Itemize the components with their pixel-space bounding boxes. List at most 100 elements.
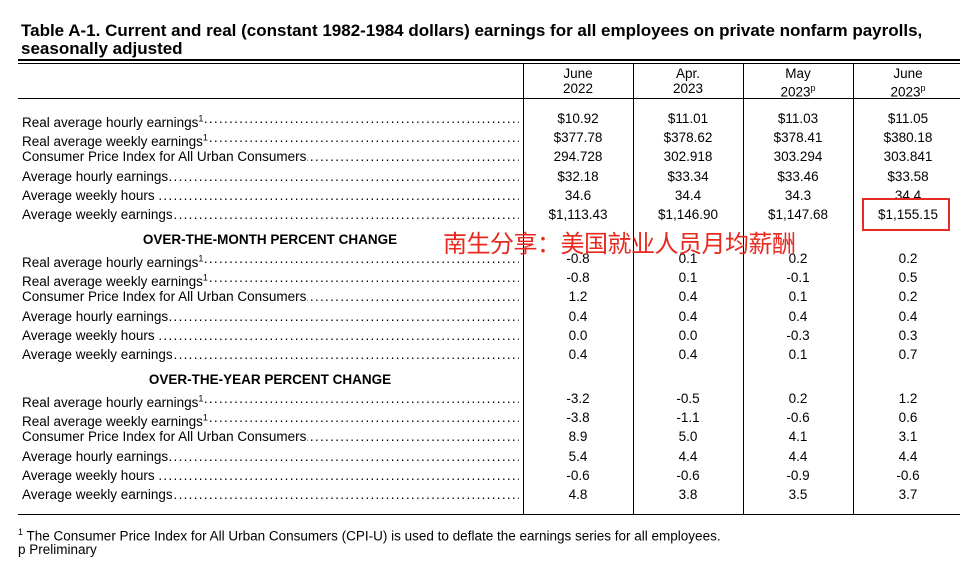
row-label: Consumer Price Index for All Urban Consu…	[22, 148, 519, 165]
section-heading-year: OVER-THE-YEAR PERCENT CHANGE	[148, 372, 392, 387]
table-cell: 3.5	[788, 487, 808, 502]
table-cell: 0.4	[898, 308, 918, 324]
table-cell: 0.1	[788, 289, 808, 305]
row-label: Real average weekly earnings1	[22, 129, 519, 150]
table-cell: 302.918	[663, 149, 713, 165]
row-label: Real average weekly earnings1	[22, 409, 519, 430]
table-cell: $33.34	[667, 168, 709, 184]
column-month: May	[785, 66, 811, 81]
preliminary-note: p Preliminary	[18, 542, 97, 557]
row-label-value: Average hourly earnings	[22, 448, 169, 464]
table-cell: $378.62	[663, 130, 713, 146]
row-label-text: Average hourly earnings	[22, 448, 170, 464]
table-cell: 0.4	[788, 308, 808, 324]
table-cell: -0.8	[566, 251, 590, 266]
table-cell: -0.6	[896, 467, 920, 483]
table-cell: -0.8	[566, 270, 590, 286]
column-year: 2023	[638, 81, 738, 96]
table-cell: 0.1	[678, 270, 698, 286]
table-cell: $33.58	[887, 168, 929, 184]
footnote-ref: 1	[202, 412, 208, 423]
row-label-value: Average weekly earnings	[22, 207, 173, 222]
column-year: 2022	[528, 81, 628, 96]
table-cell: 3.8	[678, 487, 698, 502]
table-cell: 3.1	[898, 429, 918, 445]
row-label: Real average hourly earnings1	[22, 250, 519, 271]
column-year-value: 2023	[672, 81, 704, 96]
table-cell: 8.9	[568, 429, 588, 445]
table-cell: -0.6	[676, 467, 700, 483]
footnote-text: The Consumer Price Index for All Urban C…	[23, 528, 721, 544]
section-heading-month: OVER-THE-MONTH PERCENT CHANGE	[142, 232, 398, 247]
table-cell: 4.4	[898, 448, 918, 464]
table-cell: -0.1	[786, 270, 810, 286]
table-cell: 0.2	[788, 391, 808, 406]
table-cell: $11.05	[887, 111, 929, 126]
table-cell: $1,155.15	[877, 207, 939, 222]
row-label-text: Average weekly hours	[22, 187, 156, 203]
row-label-value: Real average weekly earnings	[22, 273, 203, 289]
table-cell: 0.4	[678, 289, 698, 305]
table-cell: 0.6	[898, 410, 918, 426]
table-cell: 3.7	[898, 487, 918, 502]
table-cell: 4.4	[788, 448, 808, 464]
table-cell: $1,146.90	[657, 207, 719, 222]
footnote-ref: 1	[198, 253, 204, 263]
row-label-value: Consumer Price Index for All Urban Consu…	[22, 429, 307, 445]
row-label-text: Average weekly earnings	[22, 207, 174, 222]
table-cell: 5.4	[568, 448, 588, 464]
row-label: Average weekly hours	[22, 467, 519, 484]
row-label: Real average hourly earnings1	[22, 110, 519, 131]
preliminary-mark: p	[920, 83, 926, 93]
column-divider	[853, 63, 854, 514]
row-label-value: Average weekly hours	[22, 327, 155, 343]
row-label-value: Average weekly hours	[22, 467, 155, 483]
table-cell: 0.0	[568, 327, 588, 343]
table-cell: 0.2	[898, 251, 918, 266]
row-label-text: Average weekly earnings	[22, 487, 174, 502]
table-cell: 0.4	[678, 347, 698, 362]
table-cell: $377.78	[553, 130, 603, 146]
table-cell: 0.7	[898, 347, 918, 362]
row-label: Real average hourly earnings1	[22, 390, 519, 411]
table-cell: -0.6	[786, 410, 810, 426]
table-cell: $10.92	[557, 111, 599, 126]
footnote-ref: 1	[202, 272, 208, 283]
row-label-text: Average weekly hours	[22, 467, 156, 483]
top-rule-thin	[18, 63, 960, 64]
column-year-value: 2022	[562, 81, 594, 96]
preliminary-mark: p	[810, 83, 816, 93]
table-cell: 1.2	[898, 391, 918, 406]
row-label: Average hourly earnings	[22, 168, 519, 185]
table-cell: $1,113.43	[548, 207, 608, 222]
table-cell: -1.1	[676, 410, 700, 426]
table-cell: 34.6	[564, 187, 592, 203]
row-label-text: Average weekly earnings	[22, 347, 174, 362]
row-label-value: Average weekly earnings	[22, 347, 173, 362]
row-label-text: Average hourly earnings	[22, 168, 170, 184]
table-cell: 0.5	[898, 270, 918, 286]
row-label-value: Consumer Price Index for All Urban Consu…	[22, 149, 307, 165]
column-header: June 2022	[528, 66, 628, 96]
table-cell: -0.9	[786, 467, 810, 483]
table-cell: 4.8	[568, 487, 588, 502]
row-label: Average weekly earnings	[22, 346, 519, 363]
row-label-text: Real average hourly earnings1	[22, 253, 205, 270]
column-year-value: 2023	[890, 84, 921, 100]
table-cell: 0.0	[678, 327, 698, 343]
bottom-rule	[18, 514, 960, 515]
column-divider	[743, 63, 744, 514]
table-cell: 0.4	[568, 308, 588, 324]
row-label-value: Average hourly earnings	[22, 308, 169, 324]
row-label: Average weekly earnings	[22, 206, 519, 223]
table-cell: 34.4	[674, 187, 702, 203]
header-rule	[18, 98, 960, 99]
table-cell: 4.1	[788, 429, 808, 445]
table-cell: 303.841	[883, 149, 933, 165]
table-cell: 4.4	[678, 448, 698, 464]
table-cell: $380.18	[883, 130, 933, 146]
table-cell: 0.4	[568, 347, 588, 362]
table-cell: 0.2	[788, 251, 808, 266]
table-cell: -0.6	[566, 467, 590, 483]
table-cell: 0.4	[678, 308, 698, 324]
